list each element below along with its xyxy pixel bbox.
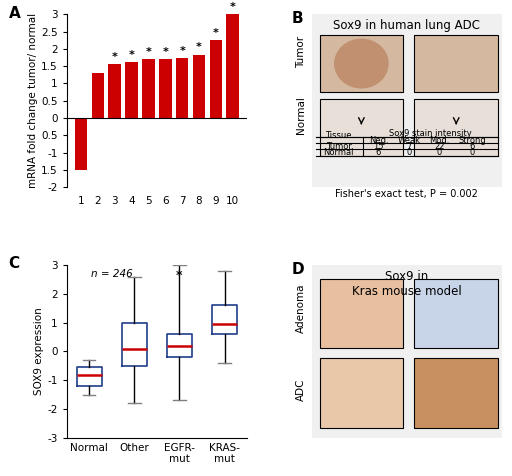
- Text: 15: 15: [373, 142, 383, 151]
- FancyBboxPatch shape: [319, 279, 403, 348]
- Text: *: *: [196, 42, 202, 52]
- Text: Neg.: Neg.: [369, 136, 388, 145]
- FancyBboxPatch shape: [319, 99, 403, 156]
- Text: *: *: [145, 47, 152, 57]
- Text: ADC: ADC: [295, 378, 306, 401]
- Text: Tissue: Tissue: [325, 130, 352, 139]
- FancyBboxPatch shape: [415, 99, 498, 156]
- Y-axis label: mRNA fold change tumor/ normal: mRNA fold change tumor/ normal: [28, 13, 38, 188]
- Text: Normal: Normal: [324, 149, 354, 158]
- FancyBboxPatch shape: [415, 358, 498, 427]
- FancyBboxPatch shape: [319, 358, 403, 427]
- Text: *: *: [162, 47, 168, 57]
- Y-axis label: SOX9 expression: SOX9 expression: [34, 307, 45, 396]
- Text: 0: 0: [406, 149, 412, 158]
- Text: Sox9 stain intensity: Sox9 stain intensity: [389, 129, 472, 138]
- Text: 22: 22: [434, 142, 444, 151]
- Text: Tumor: Tumor: [326, 142, 352, 151]
- Circle shape: [335, 40, 388, 88]
- Text: Mod.: Mod.: [429, 136, 450, 145]
- Text: Fisher's exact test, P = 0.002: Fisher's exact test, P = 0.002: [335, 189, 478, 199]
- Text: 0: 0: [470, 149, 475, 158]
- Bar: [92, 73, 104, 118]
- Text: C: C: [9, 257, 20, 271]
- Text: A: A: [9, 6, 20, 20]
- Bar: [142, 59, 155, 118]
- Text: 6: 6: [376, 149, 381, 158]
- Bar: [209, 40, 222, 118]
- Text: 0: 0: [437, 149, 442, 158]
- Bar: [125, 62, 138, 118]
- Bar: [193, 55, 205, 118]
- Bar: [159, 59, 172, 118]
- Text: Sox9 in
Kras mouse model: Sox9 in Kras mouse model: [352, 270, 462, 298]
- Text: n = 246: n = 246: [91, 269, 133, 279]
- Bar: [176, 58, 188, 118]
- Text: Weak: Weak: [397, 136, 420, 145]
- FancyBboxPatch shape: [319, 35, 403, 92]
- Text: B: B: [291, 11, 303, 26]
- Bar: [75, 118, 88, 170]
- FancyBboxPatch shape: [415, 279, 498, 348]
- Text: D: D: [291, 261, 304, 277]
- Text: *: *: [213, 28, 219, 38]
- Text: Strong: Strong: [458, 136, 486, 145]
- Bar: [109, 64, 121, 118]
- Text: *: *: [176, 269, 183, 282]
- FancyBboxPatch shape: [415, 35, 498, 92]
- Text: *: *: [112, 52, 118, 62]
- Text: Sox9 in human lung ADC: Sox9 in human lung ADC: [333, 20, 480, 32]
- Text: 6: 6: [470, 142, 475, 151]
- Text: Tumor: Tumor: [295, 36, 306, 69]
- Text: *: *: [230, 2, 236, 12]
- Bar: [226, 14, 239, 118]
- Text: Adenoma: Adenoma: [295, 284, 306, 333]
- Text: *: *: [129, 50, 135, 60]
- Text: *: *: [179, 46, 185, 56]
- Text: 7: 7: [406, 142, 412, 151]
- Text: Normal: Normal: [295, 96, 306, 133]
